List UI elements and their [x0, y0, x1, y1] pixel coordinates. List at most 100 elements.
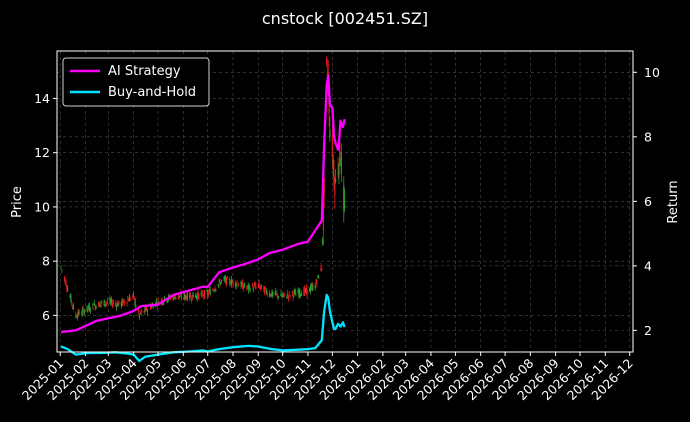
candle-body	[194, 295, 197, 298]
candle-body	[317, 275, 319, 277]
candle-body	[337, 170, 339, 174]
candle-body	[183, 293, 185, 298]
chart-title: cnstock [002451.SZ]	[262, 9, 428, 28]
candle-body	[299, 294, 302, 296]
candle-body	[115, 303, 117, 305]
candle-body	[82, 308, 84, 309]
candle-body	[115, 304, 118, 308]
candle-body	[232, 280, 234, 285]
candle-body	[231, 281, 233, 283]
candle-body	[260, 284, 263, 287]
candle-body	[150, 305, 153, 308]
candle-body	[276, 293, 278, 295]
candle-body	[128, 297, 131, 302]
candle-body	[80, 314, 83, 315]
candle-body	[238, 284, 240, 286]
candle-body	[128, 300, 130, 302]
candle-body	[178, 296, 180, 297]
candle-body	[70, 295, 72, 302]
candle-body	[120, 302, 122, 306]
candle-body	[264, 287, 266, 294]
candle-body	[223, 277, 225, 279]
candle-body	[234, 281, 237, 287]
candle-body	[88, 305, 91, 311]
candle-body	[311, 285, 313, 287]
candle-body	[259, 285, 261, 289]
candle-body	[269, 293, 271, 296]
candle-body	[169, 297, 171, 300]
candle-body	[242, 282, 244, 289]
candle-body	[343, 185, 345, 210]
candle-body	[189, 293, 191, 299]
left-tick-label: 10	[34, 199, 50, 214]
candle-body	[229, 279, 231, 284]
candle-body	[310, 285, 312, 290]
candle-body	[195, 295, 197, 298]
candle-body	[339, 140, 341, 164]
candle-body	[105, 302, 107, 304]
candle-body	[247, 285, 250, 290]
candle-body	[225, 277, 228, 285]
candle-body	[212, 289, 214, 291]
gridlines	[57, 51, 633, 352]
candle-body	[132, 295, 134, 297]
candle-body	[77, 310, 79, 316]
candle-body	[321, 268, 323, 269]
candle-body	[254, 283, 256, 287]
right-tick-label: 8	[644, 129, 652, 144]
candle-body	[97, 301, 100, 307]
right-tick-label: 6	[644, 194, 652, 209]
candle-body	[258, 282, 260, 287]
price-candles	[60, 55, 346, 321]
candle-body	[103, 299, 105, 307]
candle-body	[98, 303, 100, 308]
right-tick-label: 10	[644, 65, 660, 80]
left-tick-label: 6	[42, 308, 50, 323]
candle-body	[298, 292, 300, 297]
candle-body	[78, 311, 80, 315]
candle-body	[146, 306, 148, 311]
candle-body	[116, 302, 118, 307]
candle-body	[191, 294, 193, 300]
candle-body	[150, 306, 152, 309]
candle-body	[112, 301, 114, 304]
candle-body	[87, 308, 89, 310]
candle-body	[185, 297, 188, 300]
candle-body	[129, 298, 131, 301]
left-axis-ticks: 6 8 10 12 14	[34, 91, 57, 323]
candle-body	[144, 307, 146, 312]
candle-body	[297, 289, 299, 294]
candle-body	[163, 301, 165, 304]
candle-body	[219, 281, 221, 286]
candle-body	[157, 299, 159, 300]
x-axis-ticks: 2025-012025-022025-032025-042025-052025-…	[19, 352, 636, 403]
candle-body	[92, 303, 94, 306]
candle-body	[162, 302, 164, 304]
candle-body	[141, 310, 143, 312]
candle-body	[237, 285, 239, 287]
candle-body	[212, 289, 215, 291]
candle-body	[106, 302, 108, 303]
candle-body	[255, 285, 257, 289]
candle-body	[274, 291, 276, 296]
candle-body	[65, 281, 67, 286]
candle-body	[286, 297, 288, 299]
candle-body	[152, 304, 154, 309]
candle-body	[145, 307, 147, 311]
candle-body	[93, 308, 95, 310]
candle-body	[127, 299, 129, 301]
candle-body	[93, 303, 96, 306]
candle-body	[321, 239, 324, 244]
candle-body	[263, 286, 265, 293]
candle-body	[197, 291, 199, 297]
legend-label-strategy: AI Strategy	[108, 64, 181, 79]
candle-body	[309, 287, 311, 292]
candle-body	[132, 293, 135, 294]
right-axis-ticks: 2 4 6 8 10	[633, 65, 660, 338]
candle-body	[214, 288, 216, 291]
candle-body	[335, 178, 337, 183]
candle-body	[166, 301, 168, 303]
candle-body	[252, 288, 254, 290]
candle-body	[323, 177, 325, 195]
candle-body	[83, 310, 85, 315]
